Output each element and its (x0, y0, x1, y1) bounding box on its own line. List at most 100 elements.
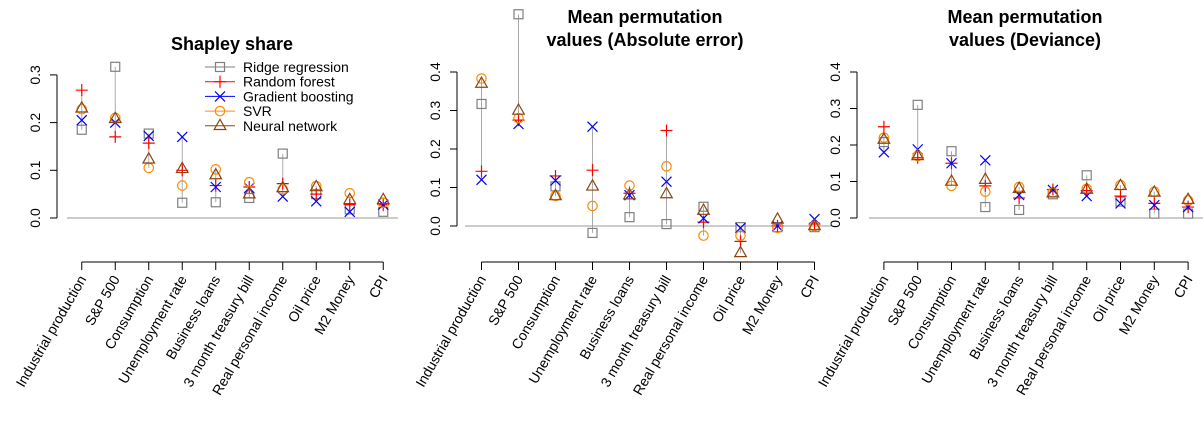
marker-plus (475, 165, 488, 178)
marker-square (513, 9, 524, 20)
marker-cross (476, 174, 487, 186)
legend-label: Random forest (243, 74, 335, 90)
y-tick-label: 0.1 (827, 172, 843, 192)
marker-square (661, 218, 672, 230)
marker-plus (877, 120, 890, 133)
y-tick-label: 0.3 (27, 65, 43, 85)
marker-cross (176, 131, 188, 143)
legend-label: Neural network (243, 118, 338, 134)
marker-triangle (342, 192, 357, 205)
y-tick-label: 0.1 (427, 178, 443, 198)
marker-triangle (548, 188, 563, 201)
chart-title: Mean permutation values (Deviance) (947, 7, 1103, 50)
marker-triangle (474, 75, 489, 88)
marker-cross (210, 181, 222, 193)
marker-triangle (1012, 181, 1026, 194)
y-tick-label: 0.2 (27, 113, 43, 133)
marker-square (76, 124, 87, 135)
marker-circle (809, 220, 820, 232)
marker-triangle (108, 111, 123, 124)
marker-square (177, 197, 188, 208)
marker-square (214, 61, 226, 73)
marker-triangle (877, 131, 891, 144)
marker-circle (979, 186, 991, 198)
marker-square (110, 61, 121, 72)
marker-triangle (309, 179, 324, 192)
chart-title: Shapley share (170, 34, 294, 54)
marker-cross (735, 222, 746, 234)
marker-triangle (659, 186, 674, 199)
marker-triangle (585, 178, 600, 191)
y-tick-label: 0.2 (427, 139, 443, 159)
marker-square (980, 201, 991, 213)
legend-label: Ridge regression (243, 59, 349, 75)
marker-cross (1013, 189, 1025, 201)
marker-cross (1115, 197, 1126, 209)
marker-triangle (1181, 192, 1195, 205)
marker-circle (624, 180, 635, 191)
marker-circle (912, 150, 923, 162)
marker-plus (586, 164, 599, 177)
marker-plus (1148, 197, 1161, 210)
marker-triangle (978, 171, 993, 184)
marker-square (210, 197, 221, 208)
marker-cross (587, 121, 598, 133)
y-tick-label: 0.4 (827, 62, 843, 82)
marker-cross (1148, 199, 1160, 211)
marker-plus (209, 179, 222, 192)
x-tick-label: Industrial production (412, 273, 489, 390)
marker-circle (946, 180, 957, 192)
marker-cross (979, 154, 991, 166)
chart-title: Mean permutation values (Absolute error) (546, 7, 744, 50)
marker-square (624, 212, 635, 223)
x-tick-label: Industrial production (12, 273, 89, 390)
marker-triangle (1046, 185, 1060, 198)
x-tick-label: CPI (797, 273, 823, 301)
marker-circle (587, 200, 598, 212)
legend-label: Gradient boosting (243, 88, 354, 104)
marker-plus (75, 84, 88, 97)
x-tick-label: Unemployment rate (525, 272, 600, 386)
marker-square (1013, 204, 1025, 216)
marker-cross (661, 176, 672, 188)
marker-circle (214, 105, 226, 117)
marker-plus (979, 179, 992, 192)
marker-plus (343, 198, 356, 211)
marker-plus (660, 124, 673, 137)
marker-triangle (376, 192, 391, 205)
marker-plus (142, 137, 155, 150)
marker-cross (946, 157, 957, 169)
y-tick-label: 0.3 (827, 99, 843, 119)
x-tick-label: S&P 500 (485, 272, 526, 328)
marker-plus (276, 177, 289, 190)
marker-circle (735, 230, 746, 241)
x-tick-label: CPI (365, 273, 391, 301)
marker-circle (550, 190, 561, 202)
y-tick-label: 0.0 (427, 216, 443, 236)
marker-triangle (74, 100, 89, 113)
x-tick-label: Industrial production (815, 273, 892, 390)
x-tick-label: CPI (1170, 273, 1196, 301)
marker-triangle (910, 148, 925, 161)
marker-cross (143, 130, 155, 142)
marker-triangle (208, 167, 223, 180)
marker-triangle (511, 102, 526, 115)
marker-triangle (213, 118, 227, 131)
marker-triangle (1113, 178, 1128, 191)
marker-circle (476, 73, 487, 84)
marker-square (587, 227, 598, 239)
marker-cross (344, 206, 356, 218)
legend-label: SVR (243, 103, 272, 119)
y-tick-label: 0.0 (27, 208, 43, 228)
marker-circle (210, 164, 222, 175)
marker-triangle (1147, 184, 1162, 197)
marker-cross (550, 175, 561, 186)
marker-triangle (696, 202, 711, 215)
marker-square (1081, 170, 1092, 181)
y-tick-label: 0.1 (27, 160, 43, 180)
x-tick-label: Oil price (709, 272, 749, 325)
marker-cross (214, 90, 226, 102)
marker-cross (513, 118, 524, 130)
